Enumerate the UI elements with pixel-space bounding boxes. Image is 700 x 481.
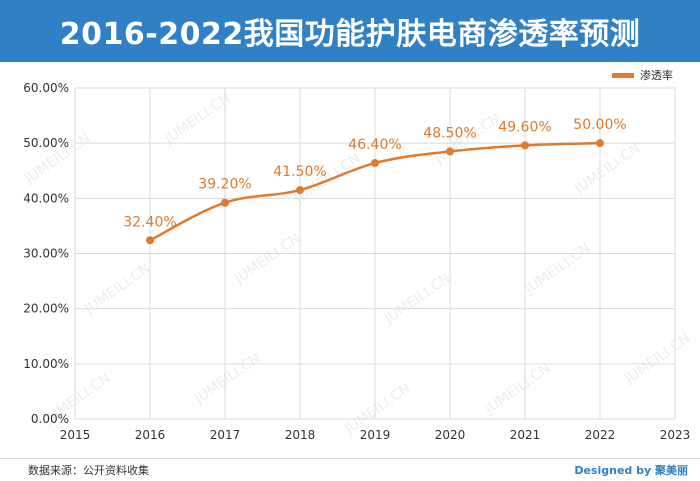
legend-label: 渗透率: [640, 68, 673, 82]
watermark-text: JUMEILI.CN: [481, 360, 553, 417]
x-tick-label: 2020: [435, 428, 466, 442]
watermark-text: JUMEILI.CN: [521, 240, 593, 297]
chart-footer: 数据来源：公开资料收集 Designed by 聚美丽: [0, 458, 700, 481]
chart-title: 2016-2022我国功能护肤电商渗透率预测: [59, 17, 641, 52]
y-tick-label: 50.00%: [23, 136, 69, 150]
watermark-text: JUMEILI.CN: [191, 350, 263, 407]
data-point: [296, 186, 304, 195]
y-tick-label: 10.00%: [23, 357, 69, 371]
data-label: 48.50%: [423, 125, 476, 141]
y-axis-ticks: 0.00% 10.00% 20.00% 30.00% 40.00% 50.00% 60.00…: [23, 81, 69, 426]
y-tick-label: 40.00%: [23, 191, 69, 205]
data-point: [146, 236, 154, 245]
data-label: 46.40%: [348, 137, 401, 153]
legend: 渗透率: [612, 68, 673, 82]
chart-header: 2016-2022我国功能护肤电商渗透率预测: [0, 0, 700, 62]
x-tick-label: 2017: [210, 428, 241, 442]
y-tick-label: 30.00%: [23, 247, 69, 261]
x-axis-ticks: 2015 2016 2017 2018 2019 2020 2021 2022 2023: [60, 428, 691, 442]
y-tick-label: 60.00%: [23, 81, 69, 95]
line-chart: JUMEILI.CN JUMEILI.CN JUMEILI.CN JUMEILI.CN…: [21, 68, 693, 442]
watermark-text: JUMEILI.CN: [161, 90, 233, 147]
x-tick-label: 2016: [135, 428, 166, 442]
data-label: 39.20%: [198, 177, 251, 193]
x-tick-label: 2019: [360, 428, 391, 442]
chart-area: JUMEILI.CN JUMEILI.CN JUMEILI.CN JUMEILI.CN…: [0, 62, 700, 458]
watermark-text: JUMEILI.CN: [621, 330, 693, 387]
x-tick-label: 2018: [285, 428, 316, 442]
legend-swatch: [612, 73, 634, 78]
data-point: [596, 139, 604, 148]
data-point: [446, 147, 454, 156]
data-label: 32.40%: [123, 214, 176, 230]
data-label: 41.50%: [273, 164, 326, 180]
data-point: [371, 159, 379, 168]
data-source: 数据来源：公开资料收集: [28, 464, 149, 477]
y-tick-label: 20.00%: [23, 302, 69, 316]
x-tick-label: 2015: [60, 428, 91, 442]
watermark-text: JUMEILI.CN: [381, 270, 453, 327]
data-point: [221, 198, 229, 207]
series-layer: 32.40% 39.20% 41.50% 46.40% 48.50% 49.60% 50.0…: [123, 117, 627, 245]
x-tick-label: 2023: [660, 428, 691, 442]
watermark-text: JUMEILI.CN: [571, 140, 643, 197]
x-tick-label: 2021: [510, 428, 541, 442]
watermark-text: JUMEILI.CN: [231, 230, 303, 287]
data-label: 49.60%: [498, 119, 551, 135]
designed-by: Designed by 聚美丽: [574, 464, 688, 477]
data-label: 50.00%: [573, 117, 626, 133]
y-tick-label: 0.00%: [31, 412, 69, 426]
data-point: [521, 141, 529, 150]
x-tick-label: 2022: [585, 428, 616, 442]
